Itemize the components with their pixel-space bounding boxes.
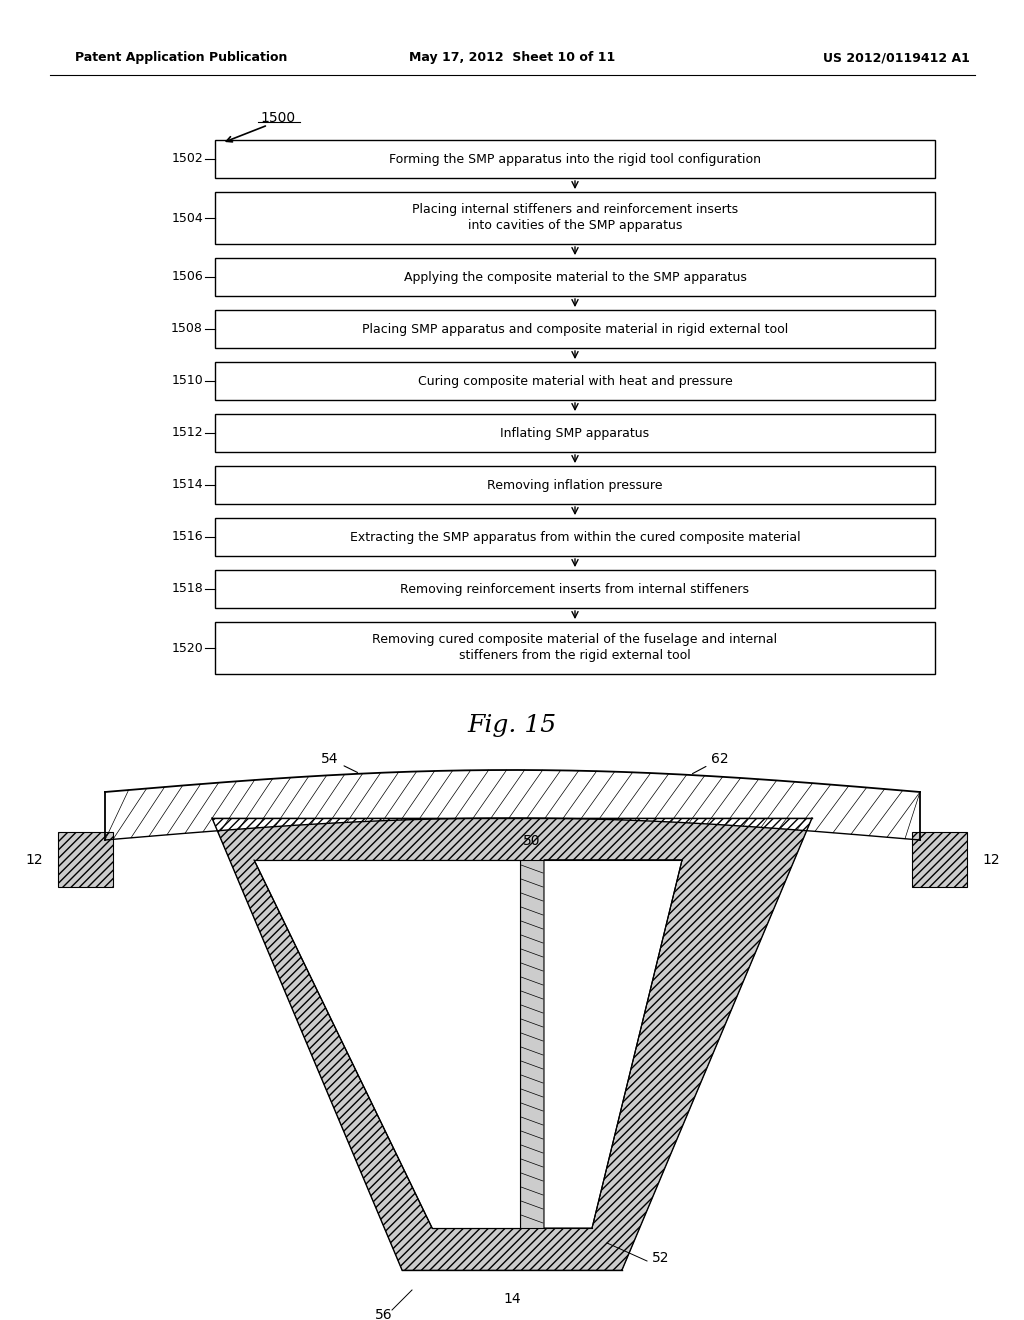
Text: 1514: 1514	[171, 479, 203, 491]
Text: 12: 12	[982, 853, 999, 866]
Text: 1504: 1504	[171, 211, 203, 224]
Text: Extracting the SMP apparatus from within the cured composite material: Extracting the SMP apparatus from within…	[349, 531, 801, 544]
Text: Curing composite material with heat and pressure: Curing composite material with heat and …	[418, 375, 732, 388]
Text: 14: 14	[503, 1292, 521, 1305]
Text: 52: 52	[652, 1251, 670, 1265]
Text: 1520: 1520	[171, 642, 203, 655]
Text: Patent Application Publication: Patent Application Publication	[75, 51, 288, 65]
Text: 56: 56	[375, 1308, 393, 1320]
Text: Inflating SMP apparatus: Inflating SMP apparatus	[501, 426, 649, 440]
Text: Fig. 15: Fig. 15	[467, 714, 557, 737]
Text: May 17, 2012  Sheet 10 of 11: May 17, 2012 Sheet 10 of 11	[409, 51, 615, 65]
Polygon shape	[544, 861, 682, 1228]
Text: Removing reinforcement inserts from internal stiffeners: Removing reinforcement inserts from inte…	[400, 582, 750, 595]
Bar	[912, 832, 967, 887]
Polygon shape	[212, 818, 812, 1270]
Text: 12: 12	[26, 853, 43, 866]
Bar	[215, 140, 935, 178]
Text: Forming the SMP apparatus into the rigid tool configuration: Forming the SMP apparatus into the rigid…	[389, 153, 761, 165]
Polygon shape	[105, 770, 920, 840]
Text: US 2012/0119412 A1: US 2012/0119412 A1	[823, 51, 970, 65]
Text: 60: 60	[604, 1057, 622, 1071]
Text: Placing internal stiffeners and reinforcement inserts
into cavities of the SMP a: Placing internal stiffeners and reinforc…	[412, 203, 738, 232]
Bar	[215, 517, 935, 556]
Polygon shape	[254, 861, 520, 1228]
Text: 58: 58	[378, 1038, 396, 1051]
Text: 54: 54	[322, 752, 357, 772]
Text: 1500: 1500	[260, 111, 295, 125]
Polygon shape	[254, 861, 520, 1228]
Text: 50: 50	[523, 834, 541, 847]
Text: 1506: 1506	[171, 271, 203, 284]
Text: Removing cured composite material of the fuselage and internal
stiffeners from t: Removing cured composite material of the…	[373, 634, 777, 663]
Text: Removing inflation pressure: Removing inflation pressure	[487, 479, 663, 491]
Text: 1502: 1502	[171, 153, 203, 165]
Bar	[58, 832, 113, 887]
Bar	[215, 466, 935, 504]
Text: 1518: 1518	[171, 582, 203, 595]
Bar	[215, 622, 935, 675]
Bar	[520, 861, 544, 1228]
Text: 1516: 1516	[171, 531, 203, 544]
Text: Applying the composite material to the SMP apparatus: Applying the composite material to the S…	[403, 271, 746, 284]
Bar	[215, 362, 935, 400]
Bar	[215, 570, 935, 609]
Text: Placing SMP apparatus and composite material in rigid external tool: Placing SMP apparatus and composite mate…	[361, 322, 788, 335]
Bar	[215, 310, 935, 348]
Text: 1508: 1508	[171, 322, 203, 335]
Text: 1510: 1510	[171, 375, 203, 388]
Bar	[215, 414, 935, 451]
Bar	[215, 191, 935, 244]
Polygon shape	[544, 861, 682, 1228]
Text: 62: 62	[692, 752, 729, 774]
Text: 1512: 1512	[171, 426, 203, 440]
Bar	[215, 257, 935, 296]
